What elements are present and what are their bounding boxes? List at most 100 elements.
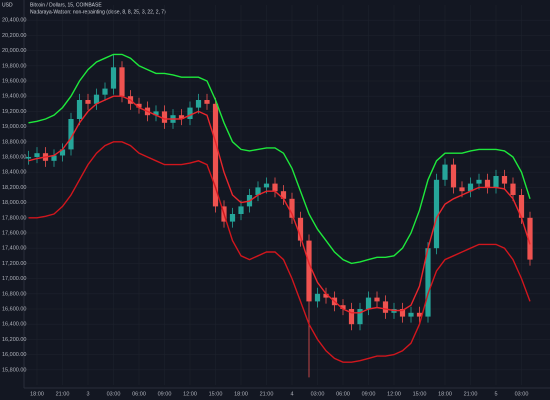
candle-body [238, 206, 244, 214]
candle-body [493, 176, 499, 188]
candle-body [365, 297, 372, 309]
candle-body [76, 100, 83, 119]
y-tick-label: 18,600.00 [2, 154, 26, 160]
candle-body [459, 187, 465, 192]
chart-title: Bitcoin / Dollars, 15, COINBASE [30, 2, 102, 8]
y-tick-label: 18,000.00 [2, 200, 26, 206]
candle-body [153, 111, 159, 116]
candle-body [527, 217, 533, 260]
candle-body [51, 155, 57, 161]
y-tick-label: 18,800.00 [2, 139, 26, 145]
candle-body [518, 195, 525, 218]
y-tick-label: 19,600.00 [2, 78, 26, 84]
candle-body [314, 293, 321, 302]
x-tick-label: 21:00 [56, 391, 70, 397]
y-tick-label: 17,800.00 [2, 215, 26, 221]
candle-body [297, 217, 304, 241]
y-tick-label: 16,000.00 [2, 352, 26, 358]
candle-body [204, 100, 210, 104]
x-tick-label: 03:00 [107, 391, 121, 397]
candle-body [229, 214, 236, 222]
envelope-line [28, 53, 531, 265]
candle-body [93, 94, 100, 104]
candle-body [306, 240, 312, 302]
x-tick-label: 09:00 [362, 391, 376, 397]
candle-body [450, 164, 457, 188]
x-tick-label: 21:00 [260, 391, 274, 397]
candle-body [289, 198, 295, 218]
y-tick-label: 19,200.00 [2, 109, 26, 115]
x-tick-label: 03:00 [515, 391, 529, 397]
candle-body [212, 103, 219, 207]
candle-body [178, 115, 185, 119]
candle-body [280, 191, 287, 199]
y-tick-label: 18,200.00 [2, 185, 26, 191]
candle-body [476, 179, 482, 184]
x-tick-label: 09:00 [158, 391, 172, 397]
y-tick-label: 17,000.00 [2, 276, 26, 282]
y-tick-label: 16,400.00 [2, 322, 26, 328]
candle-body [187, 107, 193, 119]
candle-body [102, 88, 108, 95]
candle-body [416, 312, 423, 317]
envelope-line [28, 141, 531, 363]
y-tick-label: 17,400.00 [2, 246, 26, 252]
candle-body [136, 103, 142, 108]
x-tick-label: 06:00 [132, 391, 146, 397]
x-tick-label: 4 [290, 391, 293, 397]
y-tick-label: 17,200.00 [2, 261, 26, 267]
candle-body [510, 183, 516, 195]
x-tick-label: 18:00 [438, 391, 452, 397]
x-tick-label: 06:00 [336, 391, 350, 397]
y-tick-label: 19,400.00 [2, 94, 26, 100]
y-tick-label: 18,400.00 [2, 170, 26, 176]
candle-body [110, 67, 117, 89]
candle-body [382, 301, 389, 313]
y-tick-label: 20,400.00 [2, 18, 26, 24]
candle-body [374, 297, 380, 302]
x-tick-label: 5 [494, 391, 497, 397]
candle-body [34, 153, 40, 157]
y-tick-label: 20,000.00 [2, 48, 26, 54]
x-tick-label: 12:00 [183, 391, 197, 397]
candle-body [68, 119, 74, 150]
candle-body [195, 100, 202, 108]
candle-body [408, 312, 414, 317]
candle-body [357, 309, 363, 325]
x-tick-label: 3 [86, 391, 89, 397]
x-tick-label: 12:00 [387, 391, 401, 397]
chart-subtitle: Nadaraya-Watson: non-repainting (close, … [30, 9, 166, 15]
y-tick-label: 16,600.00 [2, 306, 26, 312]
y-tick-label: 16,800.00 [2, 291, 26, 297]
candle-body [399, 309, 406, 317]
x-tick-label: 18:00 [234, 391, 248, 397]
candle-body [263, 183, 270, 188]
y-tick-label: 19,800.00 [2, 63, 26, 69]
x-tick-label: 15:00 [413, 391, 427, 397]
candle-body [425, 248, 431, 317]
candle-body [272, 183, 278, 192]
candle-body [433, 179, 440, 249]
y-tick-label: 20,200.00 [2, 33, 26, 39]
y-tick-label: 16,200.00 [2, 337, 26, 343]
candle-body [442, 164, 448, 180]
candle-body [59, 149, 66, 156]
candle-body [161, 111, 168, 123]
candle-body [501, 176, 508, 184]
y-tick-label: 15,800.00 [2, 367, 26, 373]
x-tick-label: 21:00 [464, 391, 478, 397]
candle-body [484, 179, 491, 188]
currency: USD [2, 2, 13, 8]
candle-body [323, 293, 329, 298]
envelope-line [28, 95, 531, 314]
x-tick-label: 15:00 [209, 391, 223, 397]
y-tick-label: 19,000.00 [2, 124, 26, 130]
candle-body [119, 67, 125, 97]
y-tick-label: 17,600.00 [2, 230, 26, 236]
candle-body [255, 187, 261, 195]
candle-body [25, 157, 32, 159]
x-tick-label: 18:00 [30, 391, 44, 397]
